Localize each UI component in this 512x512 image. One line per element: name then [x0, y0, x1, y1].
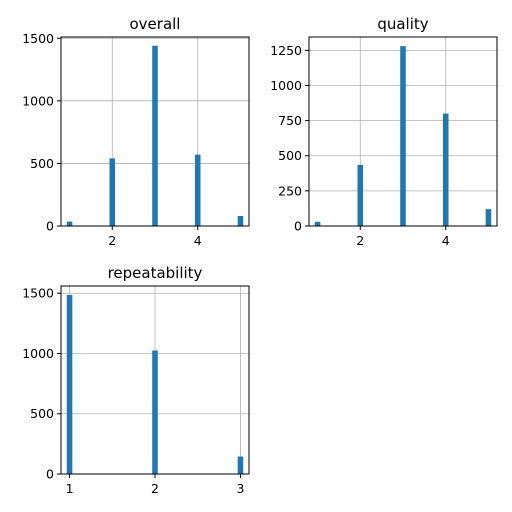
x-tick-label: 2 [108, 233, 116, 248]
y-tick-label: 0 [46, 467, 54, 482]
y-tick-label: 1250 [270, 43, 302, 58]
bar-overall-3 [152, 46, 158, 226]
y-tick-label: 500 [30, 406, 54, 421]
subplot-title: quality [377, 15, 428, 33]
x-tick-label: 1 [66, 481, 74, 496]
y-tick-label: 0 [294, 219, 302, 234]
bar-repeatability-1 [67, 295, 73, 474]
x-tick-label: 4 [442, 233, 450, 248]
y-tick-label: 1500 [22, 286, 54, 301]
y-tick-label: 1000 [22, 93, 54, 108]
bar-quality-5 [486, 209, 492, 226]
y-tick-label: 500 [278, 148, 302, 163]
x-tick-label: 3 [236, 481, 244, 496]
y-tick-label: 1000 [270, 78, 302, 93]
bar-quality-3 [400, 46, 406, 226]
x-tick-label: 2 [356, 233, 364, 248]
bar-quality-4 [443, 114, 449, 226]
x-tick-label: 4 [194, 233, 202, 248]
y-tick-label: 0 [46, 219, 54, 234]
y-tick-label: 500 [30, 156, 54, 171]
bar-overall-1 [67, 222, 73, 226]
y-tick-label: 750 [278, 113, 302, 128]
bar-overall-2 [109, 158, 115, 226]
subplot-title: repeatability [108, 264, 203, 282]
bar-overall-4 [195, 155, 201, 226]
bar-quality-2 [357, 165, 363, 226]
x-tick-label: 2 [151, 481, 159, 496]
y-tick-label: 1000 [22, 346, 54, 361]
y-tick-label: 250 [278, 183, 302, 198]
subplot-title: overall [130, 15, 181, 33]
bar-repeatability-2 [152, 350, 158, 474]
subplot-overall: 2 4 0 500 1000 1500 overall [22, 15, 249, 248]
bar-quality-1 [315, 222, 321, 226]
subplot-quality: 2 4 0 250 500 750 1000 1250 quality [270, 15, 497, 248]
bar-overall-5 [238, 216, 244, 226]
subplot-repeatability: 1 2 3 0 500 1000 1500 repeatability [22, 264, 249, 496]
bar-repeatability-3 [238, 457, 244, 474]
y-tick-label: 1500 [22, 31, 54, 46]
